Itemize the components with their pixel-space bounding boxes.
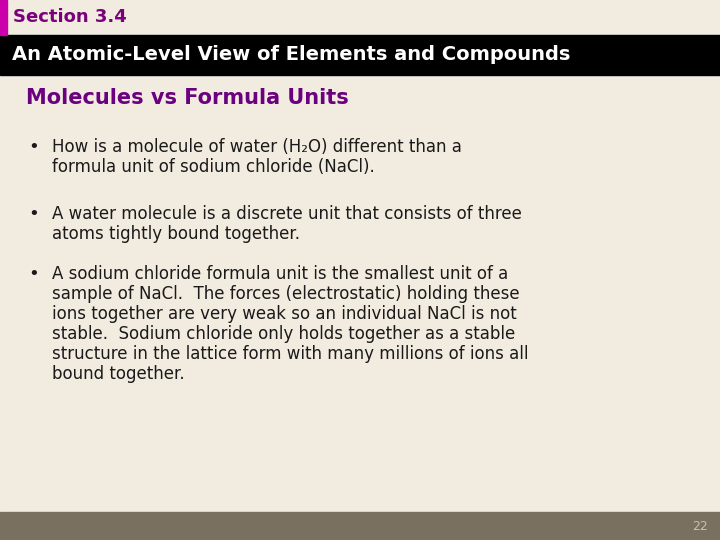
Bar [0, 35, 720, 75]
Text: Section 3.4: Section 3.4 [13, 9, 127, 26]
Bar [0, 0, 7, 35]
Text: stable.  Sodium chloride only holds together as a stable: stable. Sodium chloride only holds toget… [52, 325, 516, 343]
Text: structure in the lattice form with many millions of ions all: structure in the lattice form with many … [52, 345, 528, 363]
Text: bound together.: bound together. [52, 365, 184, 383]
Text: sample of NaCl.  The forces (electrostatic) holding these: sample of NaCl. The forces (electrostati… [52, 285, 520, 303]
Text: A sodium chloride formula unit is the smallest unit of a: A sodium chloride formula unit is the sm… [52, 265, 508, 283]
Text: An Atomic-Level View of Elements and Compounds: An Atomic-Level View of Elements and Com… [12, 45, 570, 64]
Text: How is a molecule of water (H₂O) different than a: How is a molecule of water (H₂O) differe… [52, 138, 462, 156]
Text: •: • [28, 265, 39, 283]
Text: 22: 22 [692, 519, 708, 532]
Text: •: • [28, 138, 39, 156]
Text: A water molecule is a discrete unit that consists of three: A water molecule is a discrete unit that… [52, 205, 522, 223]
Text: formula unit of sodium chloride (NaCl).: formula unit of sodium chloride (NaCl). [52, 158, 374, 176]
Text: ions together are very weak so an individual NaCl is not: ions together are very weak so an indivi… [52, 305, 517, 323]
Text: atoms tightly bound together.: atoms tightly bound together. [52, 225, 300, 243]
Text: Molecules vs Formula Units: Molecules vs Formula Units [26, 88, 348, 108]
Text: •: • [28, 205, 39, 223]
Bar [0, 512, 720, 540]
